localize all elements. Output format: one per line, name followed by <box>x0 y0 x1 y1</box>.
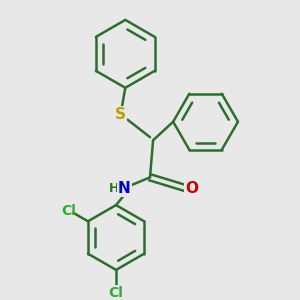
Text: H: H <box>109 182 119 195</box>
Text: N: N <box>118 181 131 196</box>
Text: O: O <box>185 181 198 196</box>
Text: Cl: Cl <box>61 204 76 218</box>
Text: S: S <box>115 106 126 122</box>
Text: Cl: Cl <box>109 286 124 300</box>
